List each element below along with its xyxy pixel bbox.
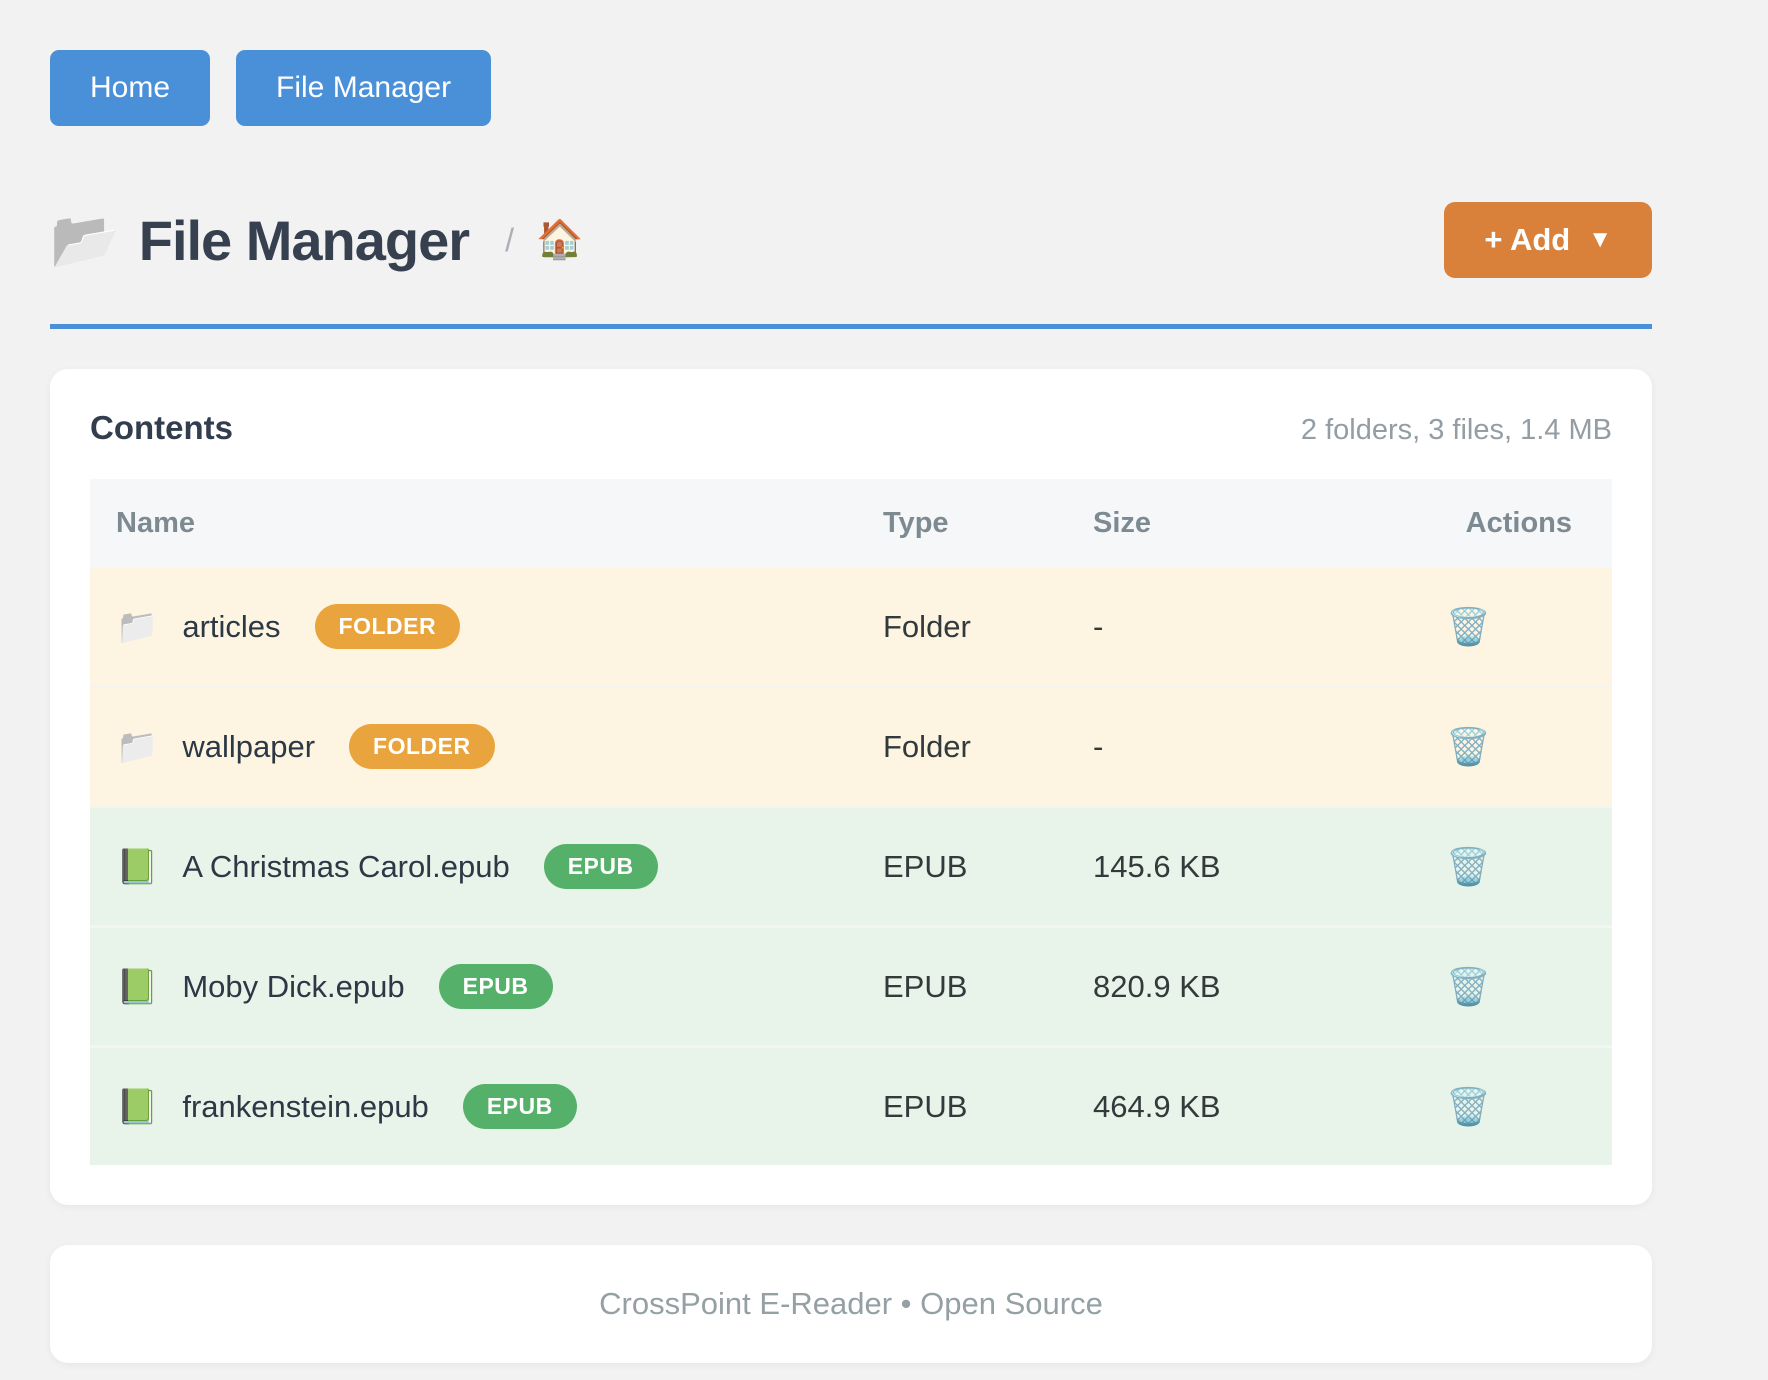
page-header: 📂 File Manager / 🏠 + Add ▼	[50, 202, 1652, 278]
file-badge: EPUB	[543, 844, 658, 889]
column-header-type: Type	[857, 479, 1067, 568]
contents-title: Contents	[90, 409, 233, 446]
trash-icon: 🗑️	[1446, 845, 1491, 887]
trash-icon: 🗑️	[1446, 725, 1491, 767]
breadcrumb-separator: /	[505, 221, 514, 258]
file-type: EPUB	[857, 925, 1067, 1047]
file-type: Folder	[857, 568, 1067, 687]
contents-summary: 2 folders, 3 files, 1.4 MB	[1300, 414, 1612, 446]
footer-text: CrossPoint E-Reader • Open Source	[599, 1286, 1103, 1321]
file-name[interactable]: A Christmas Carol.epub	[182, 848, 510, 884]
file-type: EPUB	[857, 1045, 1067, 1165]
file-size: -	[1067, 685, 1362, 807]
file-size: 145.6 KB	[1067, 805, 1362, 927]
file-type: Folder	[857, 685, 1067, 807]
file-type-icon: 📁	[116, 607, 159, 646]
top-nav: Home File Manager	[50, 50, 1652, 126]
table-row[interactable]: 📗 frankenstein.epub EPUB EPUB 464.9 KB 🗑…	[90, 1045, 1612, 1165]
column-header-size: Size	[1067, 479, 1362, 568]
delete-button[interactable]: 🗑️	[1442, 725, 1495, 769]
contents-card-header: Contents 2 folders, 3 files, 1.4 MB	[90, 409, 1612, 447]
file-badge: EPUB	[438, 964, 553, 1009]
file-name[interactable]: wallpaper	[182, 728, 316, 764]
table-header-row: Name Type Size Actions	[90, 479, 1612, 568]
add-button[interactable]: + Add ▼	[1444, 202, 1652, 278]
table-row[interactable]: 📗 A Christmas Carol.epub EPUB EPUB 145.6…	[90, 805, 1612, 927]
delete-button[interactable]: 🗑️	[1442, 845, 1495, 889]
footer-card: CrossPoint E-Reader • Open Source	[50, 1245, 1652, 1363]
delete-button[interactable]: 🗑️	[1442, 1085, 1495, 1129]
file-size: 464.9 KB	[1067, 1045, 1362, 1165]
file-type-icon: 📗	[116, 1087, 159, 1126]
title-breadcrumb-group: 📂 File Manager / 🏠	[50, 207, 583, 273]
nav-button-file-manager[interactable]: File Manager	[236, 50, 492, 126]
page-title: 📂 File Manager	[50, 207, 470, 273]
file-badge: EPUB	[462, 1084, 577, 1129]
folder-icon: 📂	[50, 208, 120, 271]
trash-icon: 🗑️	[1446, 965, 1491, 1007]
file-size: 820.9 KB	[1067, 925, 1362, 1047]
home-icon[interactable]: 🏠	[535, 219, 584, 261]
trash-icon: 🗑️	[1446, 605, 1491, 647]
column-header-name: Name	[90, 479, 857, 568]
column-header-actions: Actions	[1362, 479, 1612, 568]
file-name[interactable]: articles	[182, 608, 281, 644]
file-type-icon: 📗	[116, 847, 159, 886]
file-table: Name Type Size Actions 📁 articles FOLDER…	[90, 479, 1612, 1165]
nav-button-home[interactable]: Home	[50, 50, 211, 126]
file-badge: FOLDER	[349, 724, 495, 769]
page-title-text: File Manager	[138, 208, 470, 272]
file-type-icon: 📁	[116, 727, 159, 766]
delete-button[interactable]: 🗑️	[1442, 605, 1495, 649]
trash-icon: 🗑️	[1446, 1085, 1491, 1127]
accent-rule	[50, 324, 1652, 329]
table-row[interactable]: 📗 Moby Dick.epub EPUB EPUB 820.9 KB 🗑️	[90, 925, 1612, 1047]
table-row[interactable]: 📁 wallpaper FOLDER Folder - 🗑️	[90, 685, 1612, 807]
table-row[interactable]: 📁 articles FOLDER Folder - 🗑️	[90, 568, 1612, 687]
file-type: EPUB	[857, 805, 1067, 927]
delete-button[interactable]: 🗑️	[1442, 965, 1495, 1009]
file-badge: FOLDER	[314, 604, 461, 649]
file-name[interactable]: frankenstein.epub	[182, 1088, 429, 1124]
file-name[interactable]: Moby Dick.epub	[182, 968, 405, 1004]
file-size: -	[1067, 568, 1362, 687]
contents-card: Contents 2 folders, 3 files, 1.4 MB Name…	[50, 369, 1652, 1205]
file-type-icon: 📗	[116, 967, 159, 1006]
file-manager-page: Home File Manager 📂 File Manager / 🏠 + A…	[50, 0, 1652, 1363]
chevron-down-icon: ▼	[1588, 226, 1612, 253]
add-button-label: + Add	[1484, 222, 1571, 257]
